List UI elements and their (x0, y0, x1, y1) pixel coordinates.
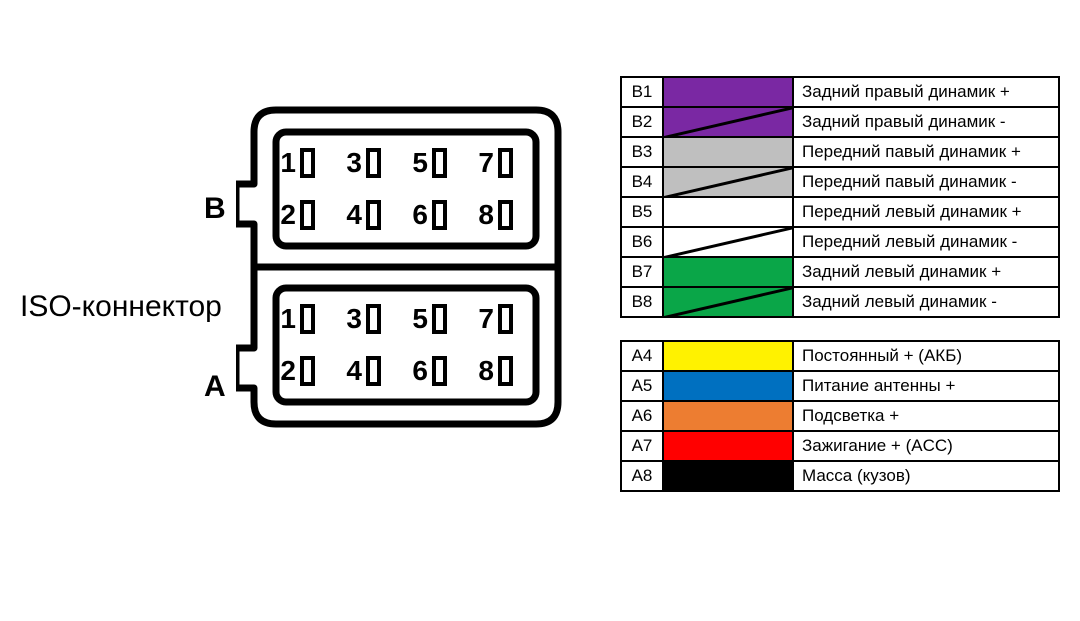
legend-row: B4 Передний павый динамик - (622, 168, 1058, 198)
legend-row: B8 Задний левый динамик - (622, 288, 1058, 318)
legend-table: B1 Задний правый динамик + B2 Задний правый… (620, 76, 1060, 492)
legend-pin-label: B3 (622, 138, 664, 166)
pin-label: 8 (478, 199, 494, 230)
pin-label: 6 (412, 355, 428, 386)
connector-side-label-b: B (204, 192, 226, 226)
pin-socket (368, 202, 379, 228)
legend-description: Зажигание + (ACC) (794, 432, 1058, 460)
legend-color-swatch (664, 342, 794, 370)
legend-pin-label: B5 (622, 198, 664, 226)
pin-socket (500, 358, 511, 384)
legend-description: Задний левый динамик + (794, 258, 1058, 286)
legend-pin-label: B2 (622, 108, 664, 136)
legend-color-swatch (664, 288, 794, 316)
pin-label: 3 (346, 303, 362, 334)
legend-color-swatch (664, 78, 794, 106)
legend-color-swatch (664, 402, 794, 430)
legend-row: B3 Передний павый динамик + (622, 138, 1058, 168)
legend-block: B1 Задний правый динамик + B2 Задний правый… (620, 76, 1060, 318)
legend-pin-label: B8 (622, 288, 664, 316)
legend-row: A8 Масса (кузов) (622, 462, 1058, 492)
legend-pin-label: A8 (622, 462, 664, 490)
legend-description: Передний павый динамик + (794, 138, 1058, 166)
legend-color-swatch (664, 198, 794, 226)
pin-label: 7 (478, 303, 494, 334)
pin-socket (302, 358, 313, 384)
legend-row: B2 Задний правый динамик - (622, 108, 1058, 138)
pin-label: 6 (412, 199, 428, 230)
legend-row: A5 Питание антенны + (622, 372, 1058, 402)
legend-description: Передний левый динамик - (794, 228, 1058, 256)
pin-socket (434, 306, 445, 332)
legend-color-swatch (664, 462, 794, 490)
legend-color-swatch (664, 258, 794, 286)
legend-color-swatch (664, 108, 794, 136)
legend-pin-label: B6 (622, 228, 664, 256)
pin-label: 4 (346, 199, 362, 230)
legend-description: Масса (кузов) (794, 462, 1058, 490)
legend-row: A4 Постоянный + (АКБ) (622, 342, 1058, 372)
pin-socket (302, 150, 313, 176)
pin-label: 4 (346, 355, 362, 386)
pin-socket (434, 358, 445, 384)
legend-color-swatch (664, 138, 794, 166)
pin-socket (368, 358, 379, 384)
legend-description: Постоянный + (АКБ) (794, 342, 1058, 370)
legend-row: A7 Зажигание + (ACC) (622, 432, 1058, 462)
pin-label: 1 (280, 303, 296, 334)
connector-title: ISO-коннектор (20, 290, 222, 324)
legend-description: Питание антенны + (794, 372, 1058, 400)
legend-pin-label: A5 (622, 372, 664, 400)
pin-socket (500, 202, 511, 228)
pin-label: 5 (412, 303, 428, 334)
legend-pin-label: B7 (622, 258, 664, 286)
legend-row: B7 Задний левый динамик + (622, 258, 1058, 288)
legend-pin-label: B4 (622, 168, 664, 196)
legend-description: Передний павый динамик - (794, 168, 1058, 196)
pin-socket (500, 306, 511, 332)
pin-socket (302, 202, 313, 228)
legend-color-swatch (664, 168, 794, 196)
pin-socket (368, 150, 379, 176)
diagram-canvas: B A ISO-коннектор 1 3 5 7 2 4 6 8 1 3 5 7 2 4 6 8 B1 Зад… (0, 0, 1080, 621)
pin-label: 7 (478, 147, 494, 178)
legend-description: Задний правый динамик - (794, 108, 1058, 136)
pin-label: 2 (280, 355, 296, 386)
pin-socket (368, 306, 379, 332)
legend-row: B6 Передний левый динамик - (622, 228, 1058, 258)
legend-color-swatch (664, 228, 794, 256)
legend-row: B1 Задний правый динамик + (622, 78, 1058, 108)
legend-pin-label: A6 (622, 402, 664, 430)
connector-diagram: 1 3 5 7 2 4 6 8 1 3 5 7 2 4 6 8 (236, 92, 576, 442)
legend-row: B5 Передний левый динамик + (622, 198, 1058, 228)
pin-label: 8 (478, 355, 494, 386)
legend-description: Задний правый динамик + (794, 78, 1058, 106)
pin-label: 5 (412, 147, 428, 178)
pin-socket (434, 150, 445, 176)
legend-color-swatch (664, 432, 794, 460)
legend-pin-label: A7 (622, 432, 664, 460)
legend-row: A6 Подсветка + (622, 402, 1058, 432)
pin-label: 3 (346, 147, 362, 178)
legend-pin-label: B1 (622, 78, 664, 106)
pin-socket (434, 202, 445, 228)
legend-description: Задний левый динамик - (794, 288, 1058, 316)
legend-color-swatch (664, 372, 794, 400)
legend-block: A4Постоянный + (АКБ)A5Питание антенны +A… (620, 340, 1060, 492)
pin-socket (302, 306, 313, 332)
pin-label: 1 (280, 147, 296, 178)
legend-pin-label: A4 (622, 342, 664, 370)
pin-socket (500, 150, 511, 176)
connector-side-label-a: A (204, 370, 226, 404)
legend-description: Передний левый динамик + (794, 198, 1058, 226)
legend-description: Подсветка + (794, 402, 1058, 430)
pin-label: 2 (280, 199, 296, 230)
